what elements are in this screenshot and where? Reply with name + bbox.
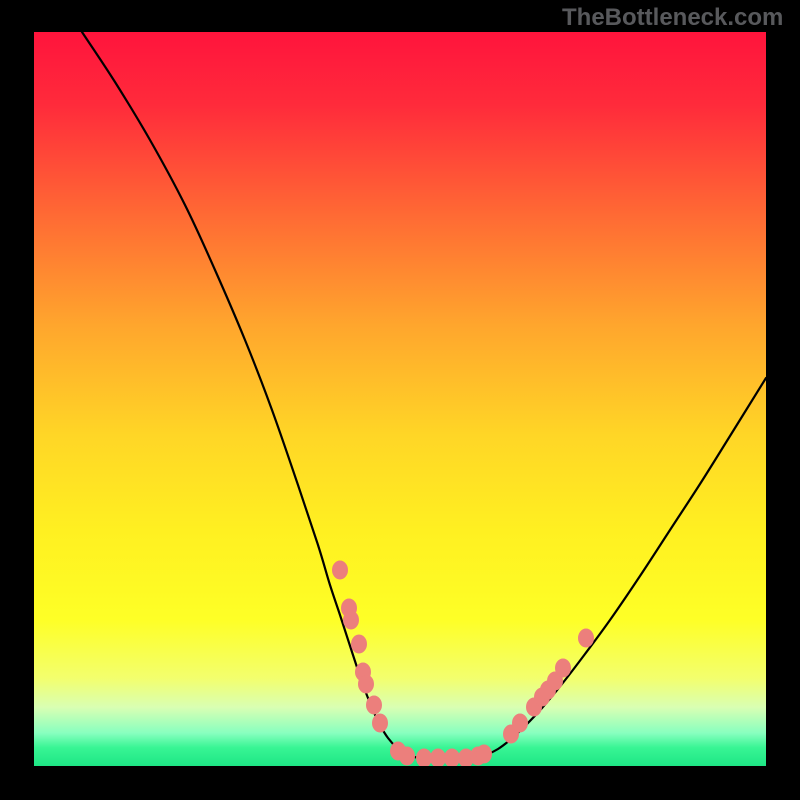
marker-dot: [367, 696, 382, 714]
marker-dot: [333, 561, 348, 579]
marker-dot: [431, 749, 446, 767]
marker-dot: [417, 749, 432, 767]
left-curve: [82, 32, 424, 758]
chart-svg: [0, 0, 800, 800]
marker-dot: [579, 629, 594, 647]
marker-dot: [556, 659, 571, 677]
marker-dot: [445, 749, 460, 767]
right-curve: [468, 378, 766, 758]
marker-dot: [373, 714, 388, 732]
marker-dot: [344, 611, 359, 629]
marker-dot: [359, 675, 374, 693]
marker-dot: [477, 745, 492, 763]
marker-dot: [513, 714, 528, 732]
marker-dot: [400, 747, 415, 765]
marker-dot: [352, 635, 367, 653]
